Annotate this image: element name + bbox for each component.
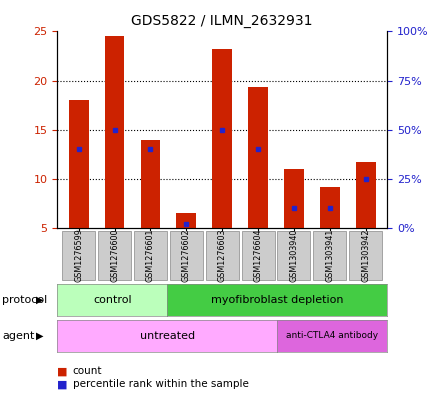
- Text: percentile rank within the sample: percentile rank within the sample: [73, 379, 249, 389]
- Title: GDS5822 / ILMN_2632931: GDS5822 / ILMN_2632931: [132, 14, 313, 28]
- Bar: [69, 100, 88, 228]
- Text: GSM1303942: GSM1303942: [361, 229, 370, 282]
- Text: GSM1276601: GSM1276601: [146, 229, 155, 282]
- Text: control: control: [93, 295, 132, 305]
- Text: GSM1276600: GSM1276600: [110, 229, 119, 282]
- Bar: [213, 49, 232, 228]
- Text: anti-CTLA4 antibody: anti-CTLA4 antibody: [286, 331, 378, 340]
- Bar: [313, 231, 346, 280]
- Bar: [248, 87, 268, 228]
- Text: GSM1276602: GSM1276602: [182, 229, 191, 282]
- Text: ■: ■: [57, 379, 68, 389]
- Text: agent: agent: [2, 331, 35, 341]
- Bar: [134, 231, 167, 280]
- Bar: [349, 231, 382, 280]
- Text: GSM1276604: GSM1276604: [253, 229, 263, 282]
- Text: protocol: protocol: [2, 295, 48, 305]
- Text: ■: ■: [57, 366, 68, 376]
- Bar: [176, 213, 196, 228]
- Text: GSM1276599: GSM1276599: [74, 228, 83, 283]
- Bar: [278, 231, 311, 280]
- Bar: [206, 231, 239, 280]
- Bar: [170, 231, 203, 280]
- Bar: [105, 37, 125, 228]
- Text: count: count: [73, 366, 102, 376]
- Bar: [356, 162, 376, 228]
- Bar: [141, 140, 160, 228]
- Bar: [242, 231, 275, 280]
- Bar: [284, 169, 304, 228]
- Text: ▶: ▶: [36, 331, 44, 341]
- Text: GSM1276603: GSM1276603: [218, 229, 227, 282]
- Text: myofibroblast depletion: myofibroblast depletion: [211, 295, 344, 305]
- Text: GSM1303941: GSM1303941: [325, 229, 334, 282]
- Bar: [98, 231, 131, 280]
- Bar: [320, 187, 340, 228]
- Text: ▶: ▶: [36, 295, 44, 305]
- Text: untreated: untreated: [139, 331, 195, 341]
- Bar: [62, 231, 95, 280]
- Text: GSM1303940: GSM1303940: [290, 229, 298, 282]
